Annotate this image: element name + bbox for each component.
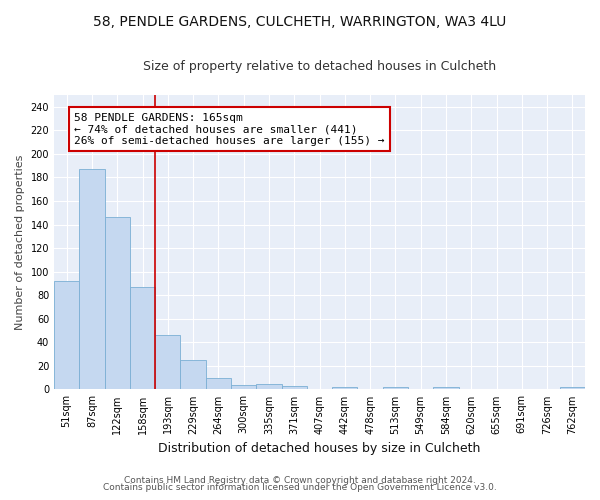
Bar <box>256 384 281 390</box>
Bar <box>104 218 130 390</box>
Text: Contains public sector information licensed under the Open Government Licence v3: Contains public sector information licen… <box>103 484 497 492</box>
Bar <box>332 387 358 390</box>
Text: 58 PENDLE GARDENS: 165sqm
← 74% of detached houses are smaller (441)
26% of semi: 58 PENDLE GARDENS: 165sqm ← 74% of detac… <box>74 112 385 146</box>
Bar <box>181 360 206 390</box>
Bar <box>54 281 79 390</box>
Bar <box>206 378 231 390</box>
Text: Contains HM Land Registry data © Crown copyright and database right 2024.: Contains HM Land Registry data © Crown c… <box>124 476 476 485</box>
Bar <box>155 336 181 390</box>
X-axis label: Distribution of detached houses by size in Culcheth: Distribution of detached houses by size … <box>158 442 481 455</box>
Y-axis label: Number of detached properties: Number of detached properties <box>15 154 25 330</box>
Title: Size of property relative to detached houses in Culcheth: Size of property relative to detached ho… <box>143 60 496 73</box>
Text: 58, PENDLE GARDENS, CULCHETH, WARRINGTON, WA3 4LU: 58, PENDLE GARDENS, CULCHETH, WARRINGTON… <box>94 15 506 29</box>
Bar <box>433 387 458 390</box>
Bar <box>79 169 104 390</box>
Bar <box>130 287 155 390</box>
Bar <box>281 386 307 390</box>
Bar <box>231 384 256 390</box>
Bar <box>383 387 408 390</box>
Bar <box>560 387 585 390</box>
